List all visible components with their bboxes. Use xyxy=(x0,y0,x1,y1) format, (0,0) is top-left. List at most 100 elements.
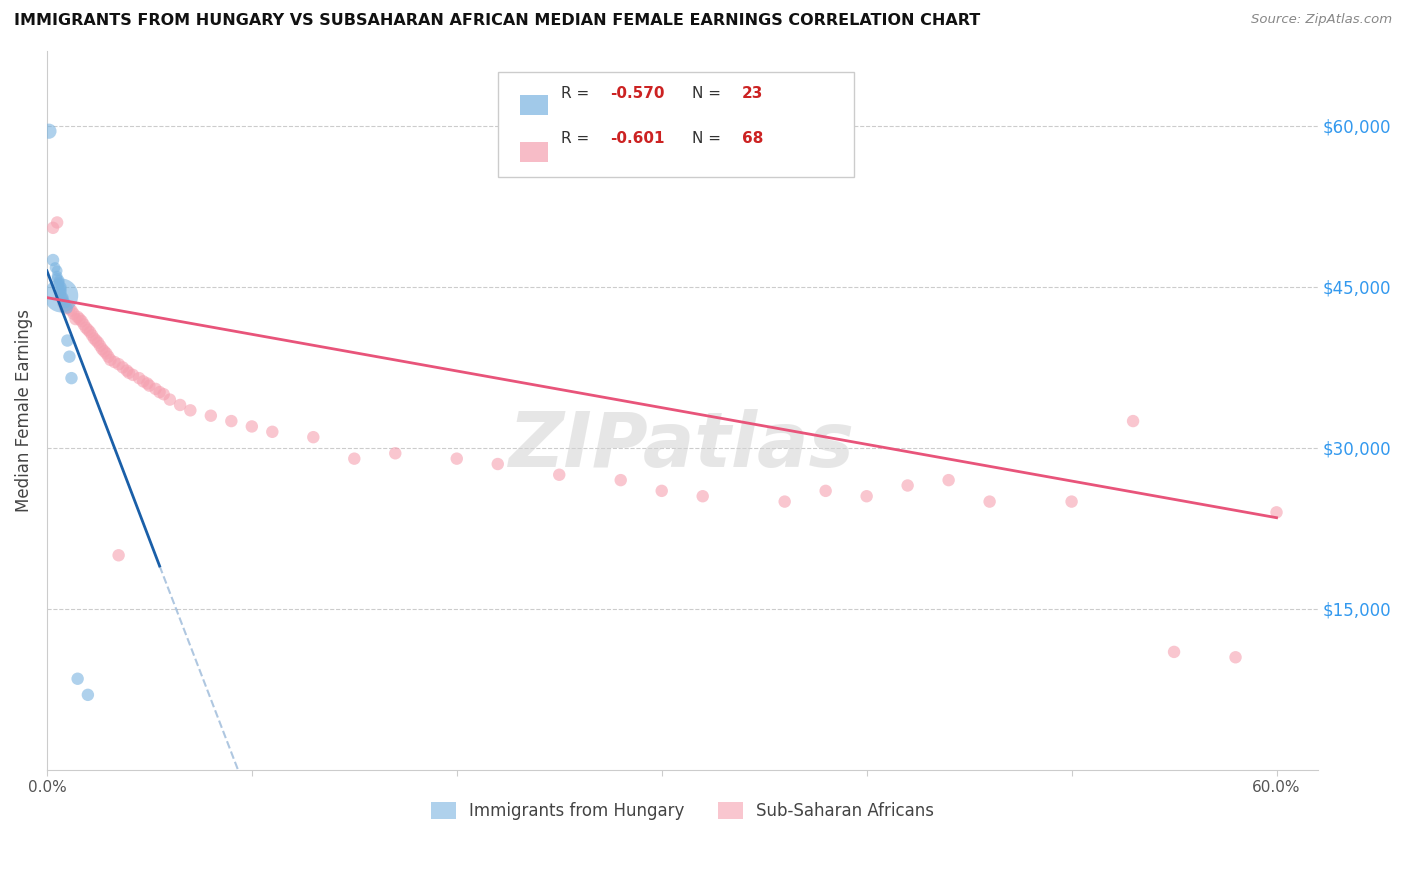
Point xyxy=(1225,650,1247,665)
Point xyxy=(77,688,100,702)
Point xyxy=(240,419,263,434)
Y-axis label: Median Female Earnings: Median Female Earnings xyxy=(15,309,32,512)
Point xyxy=(97,350,120,364)
Point xyxy=(56,301,79,316)
Point xyxy=(46,271,69,285)
Point xyxy=(73,318,96,332)
Point xyxy=(384,446,406,460)
Text: N =: N = xyxy=(692,87,727,102)
Point xyxy=(938,473,960,487)
Point xyxy=(53,301,76,316)
Point xyxy=(651,483,673,498)
Point xyxy=(814,483,837,498)
Point xyxy=(42,253,65,268)
Point xyxy=(58,350,80,364)
Point xyxy=(486,457,509,471)
Point xyxy=(91,342,114,356)
Text: ZIPatlas: ZIPatlas xyxy=(509,409,855,483)
Point xyxy=(200,409,222,423)
Point xyxy=(56,334,79,348)
Point xyxy=(609,473,631,487)
Point xyxy=(44,260,66,275)
Point xyxy=(107,549,129,563)
Text: R =: R = xyxy=(561,87,595,102)
Point xyxy=(51,280,73,294)
Point xyxy=(56,299,79,313)
Point xyxy=(52,296,75,310)
Point xyxy=(53,296,76,310)
Point xyxy=(122,368,145,382)
Text: R =: R = xyxy=(561,131,595,146)
Text: -0.570: -0.570 xyxy=(610,87,664,102)
Point xyxy=(115,363,138,377)
Point xyxy=(446,451,468,466)
Point xyxy=(60,303,83,318)
Point xyxy=(62,307,84,321)
Point xyxy=(51,282,73,296)
Point xyxy=(84,334,107,348)
Point xyxy=(66,310,89,324)
FancyBboxPatch shape xyxy=(498,72,853,177)
Point xyxy=(179,403,201,417)
Point xyxy=(111,360,134,375)
Point xyxy=(773,494,796,508)
Point xyxy=(343,451,366,466)
Point xyxy=(89,339,111,353)
Point xyxy=(159,392,181,407)
Point xyxy=(46,264,69,278)
Point xyxy=(855,489,877,503)
Point xyxy=(38,124,60,138)
Point xyxy=(46,269,69,284)
Point xyxy=(80,328,103,343)
Point xyxy=(107,357,129,371)
Point xyxy=(77,323,100,337)
Point xyxy=(48,273,70,287)
Point xyxy=(42,220,65,235)
Point xyxy=(66,672,89,686)
Point xyxy=(1122,414,1144,428)
Point xyxy=(51,284,73,298)
Point xyxy=(1060,494,1083,508)
Point xyxy=(93,344,115,359)
Point xyxy=(979,494,1001,508)
Text: 68: 68 xyxy=(742,131,763,146)
Point xyxy=(96,346,118,360)
Text: -0.601: -0.601 xyxy=(610,131,664,146)
Point xyxy=(118,366,141,380)
Point xyxy=(75,320,97,334)
Point xyxy=(65,312,87,326)
Legend: Immigrants from Hungary, Sub-Saharan Africans: Immigrants from Hungary, Sub-Saharan Afr… xyxy=(423,795,941,826)
Text: N =: N = xyxy=(692,131,727,146)
Point xyxy=(128,371,150,385)
Text: 23: 23 xyxy=(742,87,763,102)
Point xyxy=(136,376,159,391)
Point xyxy=(138,378,160,392)
Point xyxy=(70,314,93,328)
Point xyxy=(87,335,110,350)
Point xyxy=(48,276,70,290)
Point xyxy=(51,288,73,302)
Point xyxy=(103,355,125,369)
Point xyxy=(548,467,571,482)
Point xyxy=(100,352,122,367)
Point xyxy=(145,382,167,396)
Point xyxy=(302,430,325,444)
Point xyxy=(132,375,155,389)
FancyBboxPatch shape xyxy=(520,95,547,115)
Point xyxy=(1265,505,1288,519)
Point xyxy=(51,291,73,305)
Point xyxy=(58,301,80,316)
Point xyxy=(52,293,75,307)
Point xyxy=(48,277,70,292)
Point xyxy=(52,291,75,305)
Point xyxy=(897,478,920,492)
Point xyxy=(692,489,714,503)
Point xyxy=(79,325,101,339)
Text: IMMIGRANTS FROM HUNGARY VS SUBSAHARAN AFRICAN MEDIAN FEMALE EARNINGS CORRELATION: IMMIGRANTS FROM HUNGARY VS SUBSAHARAN AF… xyxy=(14,13,980,29)
Point xyxy=(46,215,69,229)
Point xyxy=(60,371,83,385)
Point xyxy=(221,414,243,428)
FancyBboxPatch shape xyxy=(520,142,547,162)
Point xyxy=(1163,645,1185,659)
Point xyxy=(152,387,174,401)
